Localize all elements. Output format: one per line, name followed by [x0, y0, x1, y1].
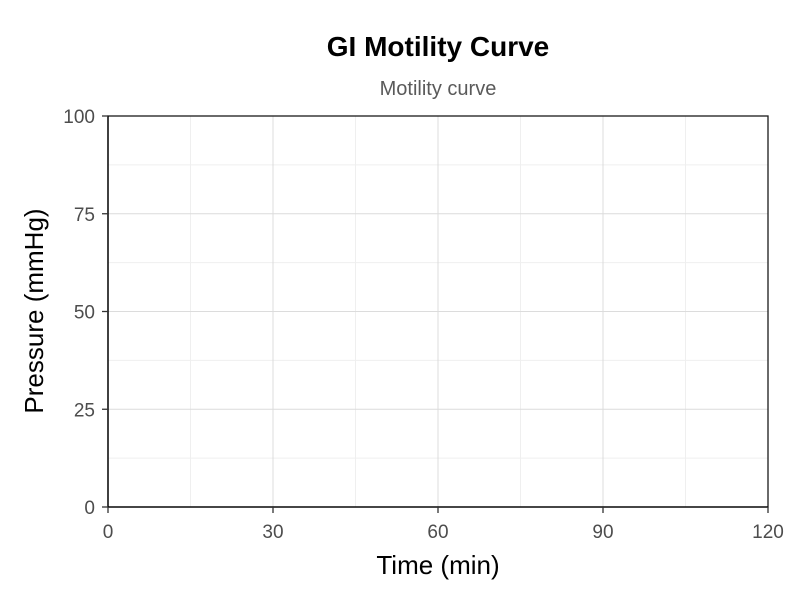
y-tick-label: 75 [74, 205, 95, 226]
x-tick-label: 0 [103, 522, 114, 543]
y-axis-title: Pressure (mmHg) [19, 208, 49, 413]
x-tick-label: 90 [592, 522, 613, 543]
y-tick-label: 25 [74, 400, 95, 421]
chart-title: GI Motility Curve [327, 31, 549, 62]
y-tick-label: 50 [74, 303, 95, 324]
chart-subtitle: Motility curve [380, 78, 497, 100]
x-axis-title: Time (min) [376, 550, 499, 580]
x-tick-label: 120 [752, 522, 784, 543]
y-tick-label: 0 [84, 498, 95, 519]
major-gridlines [107, 115, 769, 508]
x-axis-ticks: 0 30 60 90 120 [103, 507, 784, 543]
y-axis-ticks: 0 25 50 75 100 [63, 107, 108, 519]
y-tick-label: 100 [63, 107, 95, 128]
x-tick-label: 30 [262, 522, 283, 543]
x-tick-label: 60 [427, 522, 448, 543]
plot-panel: 0 30 60 90 120 0 25 50 75 100 [63, 107, 784, 543]
